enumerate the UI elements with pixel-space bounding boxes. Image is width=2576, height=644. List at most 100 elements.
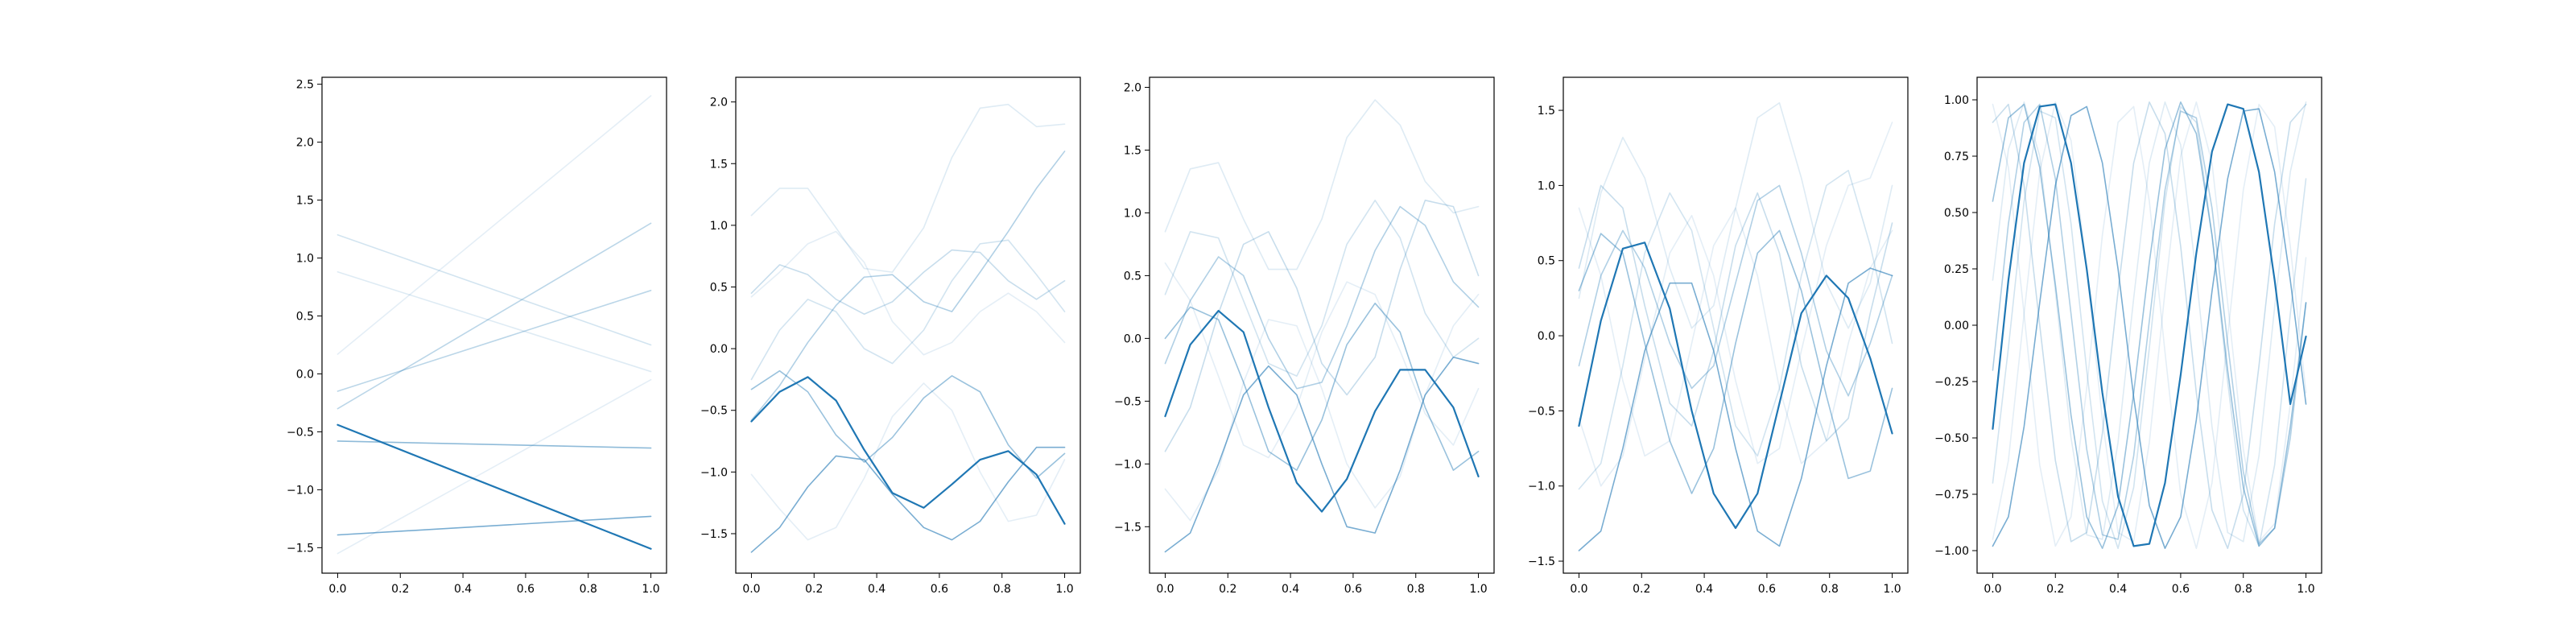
y-tick-label: 2.0 bbox=[1124, 81, 1141, 94]
series-line-1 bbox=[750, 376, 1066, 525]
series-line-5 bbox=[1992, 101, 2307, 550]
y-tick-label: 0.5 bbox=[710, 281, 728, 294]
x-tick-label: 0.2 bbox=[805, 583, 823, 596]
y-tick-label: −1.0 bbox=[1528, 481, 1555, 493]
chart-panel-3: 0.0 0.2 0.4 0.6 0.8 1.0 −1.5 −1.0 −0.5 0.0 0.5 1.0 1… bbox=[1114, 76, 1495, 596]
axes-frame bbox=[735, 76, 1081, 574]
y-tick-label: 0.75 bbox=[1944, 151, 1969, 163]
y-tick-label: 1.0 bbox=[710, 220, 728, 233]
series-line-6 bbox=[750, 239, 1066, 381]
y-tick-label: 0.0 bbox=[710, 343, 728, 356]
series-line-1 bbox=[336, 423, 652, 550]
series-line-3 bbox=[336, 440, 652, 449]
series-line-6 bbox=[336, 233, 652, 346]
x-tick-label: 1.0 bbox=[1469, 583, 1487, 596]
axes-frame bbox=[1563, 76, 1909, 574]
series-line-3 bbox=[1992, 101, 2307, 550]
series-line-8 bbox=[336, 95, 652, 355]
series-line-2 bbox=[1992, 105, 2307, 550]
series-line-4 bbox=[1578, 184, 1893, 397]
x-tick-label: 0.2 bbox=[2046, 583, 2064, 596]
x-tick-label: 1.0 bbox=[642, 583, 659, 596]
y-tick-label: 0.5 bbox=[296, 310, 314, 323]
x-tick-label: 0.4 bbox=[454, 583, 472, 596]
chart-panel-1: 0.0 0.2 0.4 0.6 0.8 1.0 −1.5 −1.0 −0.5 0.0 0.5 1.0 1… bbox=[287, 76, 667, 596]
x-tick-label: 0.8 bbox=[1821, 583, 1839, 596]
series-line-7 bbox=[1578, 101, 1893, 329]
y-tick-label: 1.5 bbox=[1124, 144, 1141, 157]
x-tick-label: 0.6 bbox=[1344, 583, 1362, 596]
y-tick-label: −1.5 bbox=[700, 528, 728, 541]
plot-area bbox=[750, 103, 1066, 553]
x-tick-label: 1.0 bbox=[1883, 583, 1901, 596]
x-tick-label: 0.0 bbox=[328, 583, 346, 596]
chart-panel-4: 0.0 0.2 0.4 0.6 0.8 1.0 −1.5 −1.0 −0.5 0.0 0.5 1.0 1… bbox=[1528, 76, 1909, 596]
y-tick-label: −1.00 bbox=[1934, 545, 1969, 558]
y-tick-label: −0.25 bbox=[1934, 376, 1969, 389]
series-line-5 bbox=[336, 290, 652, 392]
y-tick-label: 0.50 bbox=[1944, 207, 1969, 220]
x-tick-label: 0.4 bbox=[868, 583, 886, 596]
x-tick-label: 0.8 bbox=[2235, 583, 2252, 596]
y-tick-label: −1.0 bbox=[287, 484, 314, 497]
series-line-3 bbox=[1578, 229, 1893, 494]
y-tick-label: −0.75 bbox=[1934, 489, 1969, 502]
axes-frame bbox=[1149, 76, 1495, 574]
series-line-8 bbox=[1992, 101, 2307, 543]
x-tick-label: 1.0 bbox=[2297, 583, 2314, 596]
y-tick-label: −0.5 bbox=[1528, 405, 1555, 418]
plot-area bbox=[1992, 101, 2307, 550]
plot-area bbox=[1578, 101, 1893, 551]
x-tick-label: 0.0 bbox=[1156, 583, 1174, 596]
chart-panel-2: 0.0 0.2 0.4 0.6 0.8 1.0 −1.5 −1.0 −0.5 0.0 0.5 1.0 1… bbox=[700, 76, 1081, 596]
series-line-7 bbox=[336, 270, 652, 373]
series-line-8 bbox=[750, 382, 1066, 541]
series-line-1 bbox=[1578, 242, 1893, 530]
plot-area bbox=[1164, 99, 1480, 553]
y-tick-label: 1.5 bbox=[1538, 105, 1555, 118]
series-line-7 bbox=[750, 103, 1066, 273]
y-tick-label: 2.0 bbox=[296, 137, 314, 150]
y-tick-label: −1.5 bbox=[1114, 521, 1141, 534]
y-tick-label: 0.00 bbox=[1944, 320, 1969, 332]
series-line-6 bbox=[1578, 169, 1893, 490]
series-line-9 bbox=[1992, 103, 2307, 550]
series-line-7 bbox=[1164, 99, 1480, 270]
series-line-4 bbox=[1992, 103, 2307, 545]
series-line-8 bbox=[1164, 293, 1480, 522]
series-line-1 bbox=[1164, 309, 1480, 513]
series-line-6 bbox=[1164, 200, 1480, 377]
y-tick-label: 0.0 bbox=[1124, 332, 1141, 345]
y-tick-label: 2.5 bbox=[296, 79, 314, 92]
y-tick-label: −1.5 bbox=[287, 542, 314, 555]
series-line-2 bbox=[750, 446, 1066, 553]
x-tick-label: 0.2 bbox=[1633, 583, 1650, 596]
y-tick-label: 1.5 bbox=[296, 195, 314, 208]
series-line-5 bbox=[1164, 200, 1480, 452]
y-tick-label: −0.5 bbox=[1114, 395, 1141, 408]
x-tick-label: 0.2 bbox=[391, 583, 409, 596]
y-tick-label: 1.0 bbox=[1538, 180, 1555, 192]
series-line-2 bbox=[1578, 267, 1893, 551]
x-tick-label: 0.6 bbox=[517, 583, 535, 596]
series-line-4 bbox=[1164, 205, 1480, 390]
x-tick-label: 0.0 bbox=[742, 583, 760, 596]
series-line-3 bbox=[1164, 302, 1480, 471]
series-line-9 bbox=[750, 230, 1066, 356]
y-tick-label: 1.0 bbox=[296, 253, 314, 266]
y-tick-label: −0.5 bbox=[287, 426, 314, 439]
y-tick-label: 1.00 bbox=[1944, 94, 1969, 107]
x-tick-label: 0.8 bbox=[1407, 583, 1425, 596]
x-tick-label: 0.6 bbox=[931, 583, 948, 596]
x-tick-label: 0.0 bbox=[1984, 583, 2001, 596]
y-tick-label: 0.0 bbox=[1538, 330, 1555, 343]
y-tick-label: −1.0 bbox=[700, 466, 728, 479]
x-tick-label: 0.6 bbox=[2172, 583, 2190, 596]
x-tick-label: 0.0 bbox=[1570, 583, 1587, 596]
x-tick-label: 0.6 bbox=[1758, 583, 1776, 596]
x-tick-label: 1.0 bbox=[1055, 583, 1073, 596]
y-tick-label: 1.0 bbox=[1124, 207, 1141, 220]
y-tick-label: 0.25 bbox=[1944, 263, 1969, 276]
y-tick-label: 2.0 bbox=[710, 97, 728, 109]
